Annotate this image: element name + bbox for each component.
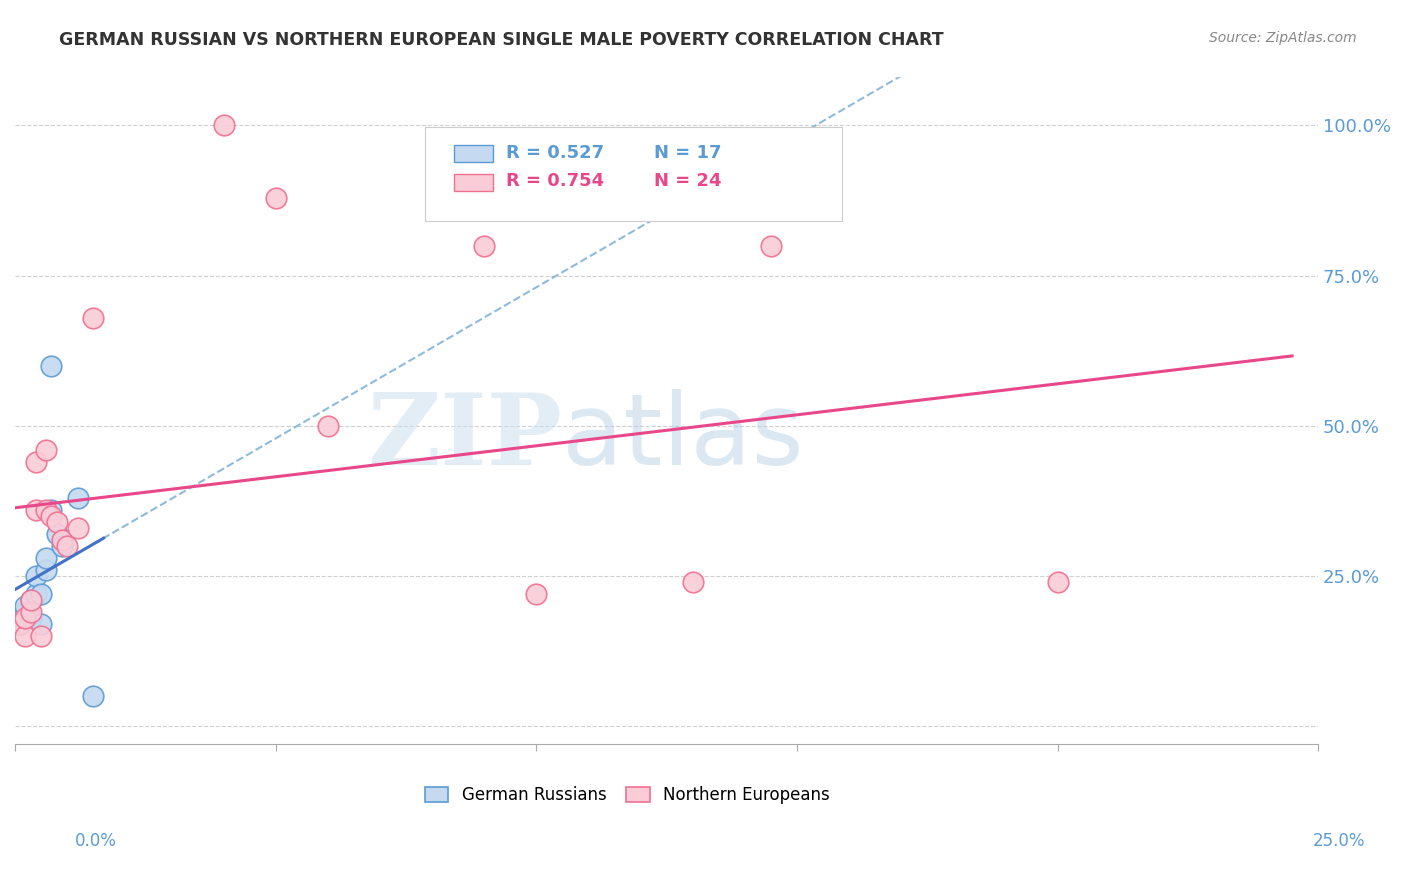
Point [35,502,58,516]
Text: N = 17: N = 17 [654,144,721,161]
Point [682,574,704,589]
Point [20,592,42,607]
Point [20,592,42,607]
Legend: German Russians, Northern Europeans: German Russians, Northern Europeans [416,778,838,813]
Point [8,616,31,631]
Point [41,508,63,523]
Point [45,515,67,529]
Point [212,119,235,133]
Point [8,616,31,631]
Point [524,587,547,601]
Point [24,455,46,469]
Point [56,539,79,553]
Text: 0.0%: 0.0% [75,831,117,849]
Point [14,629,37,643]
Point [24,502,46,516]
Text: R = 0.754: R = 0.754 [506,172,605,190]
Point [1046,574,1069,589]
Point [41,502,63,516]
Text: GERMAN RUSSIAN VS NORTHERN EUROPEAN SINGLE MALE POVERTY CORRELATION CHART: GERMAN RUSSIAN VS NORTHERN EUROPEAN SING… [59,31,943,49]
FancyBboxPatch shape [454,145,494,162]
Point [45,526,67,541]
Point [35,442,58,457]
Point [316,418,339,433]
Point [14,611,37,625]
Point [35,550,58,565]
Text: N = 24: N = 24 [654,172,721,190]
Text: ZIP: ZIP [367,389,562,486]
Point [20,605,42,619]
Text: R = 0.527: R = 0.527 [506,144,605,161]
Point [51,533,73,547]
Point [759,238,782,252]
Text: Source: ZipAtlas.com: Source: ZipAtlas.com [1209,31,1357,45]
FancyBboxPatch shape [426,128,842,220]
Point [14,599,37,613]
Point [51,539,73,553]
Point [20,611,42,625]
Point [30,616,52,631]
Point [66,491,89,505]
Point [30,629,52,643]
Point [82,310,104,325]
Point [35,563,58,577]
Point [30,587,52,601]
Text: atlas: atlas [562,389,804,486]
Point [24,587,46,601]
FancyBboxPatch shape [454,174,494,191]
Point [41,359,63,373]
Point [14,605,37,619]
Point [82,689,104,703]
Point [472,238,495,252]
Point [264,190,287,204]
Text: 25.0%: 25.0% [1312,831,1365,849]
Point [24,569,46,583]
Point [66,521,89,535]
